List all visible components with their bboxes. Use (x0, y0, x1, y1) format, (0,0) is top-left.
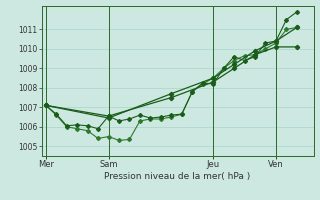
X-axis label: Pression niveau de la mer( hPa ): Pression niveau de la mer( hPa ) (104, 172, 251, 181)
